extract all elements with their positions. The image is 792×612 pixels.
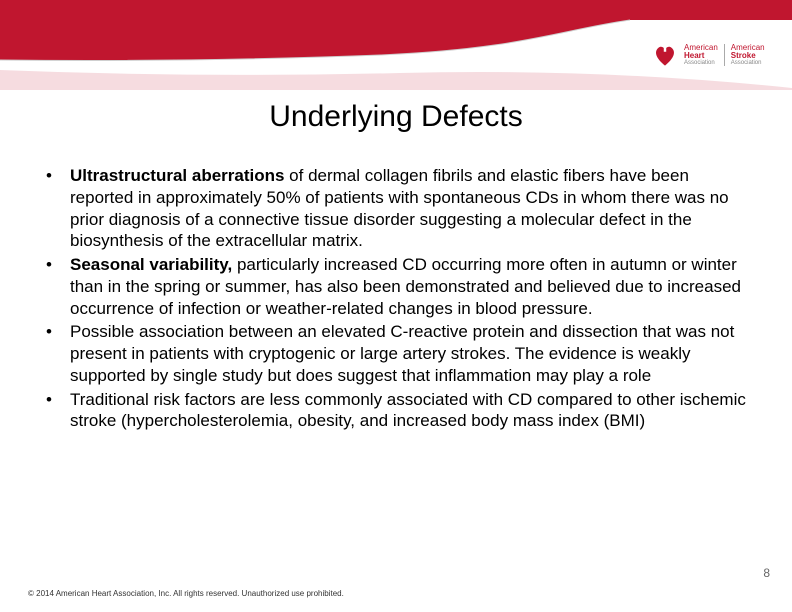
slide-title: Underlying Defects bbox=[0, 100, 792, 134]
bullet-item: Seasonal variability, particularly incre… bbox=[40, 254, 752, 319]
bullet-list: Ultrastructural aberrations of dermal co… bbox=[40, 165, 752, 432]
heart-torch-icon bbox=[652, 42, 678, 68]
bullet-item: Traditional risk factors are less common… bbox=[40, 389, 752, 433]
logo-col-stroke: American Stroke Association bbox=[731, 44, 765, 66]
logo-text-line: Association bbox=[684, 60, 718, 66]
page-number: 8 bbox=[763, 566, 770, 580]
content-area: Ultrastructural aberrations of dermal co… bbox=[40, 165, 752, 434]
logo-text-line: Association bbox=[731, 60, 765, 66]
logo-col-heart: American Heart Association bbox=[684, 44, 718, 66]
bullet-text: Possible association between an elevated… bbox=[70, 322, 734, 385]
slide: American Heart Association American Stro… bbox=[0, 0, 792, 612]
bullet-text: Traditional risk factors are less common… bbox=[70, 390, 746, 431]
footer-copyright: © 2014 American Heart Association, Inc. … bbox=[28, 589, 344, 598]
logo-block: American Heart Association American Stro… bbox=[652, 30, 772, 80]
bullet-item: Possible association between an elevated… bbox=[40, 321, 752, 386]
bullet-bold: Ultrastructural aberrations bbox=[70, 166, 284, 185]
logo-separator bbox=[724, 44, 725, 66]
logo-text-line: Heart bbox=[684, 52, 718, 60]
bullet-item: Ultrastructural aberrations of dermal co… bbox=[40, 165, 752, 252]
bullet-bold: Seasonal variability, bbox=[70, 255, 232, 274]
logo-text-line: Stroke bbox=[731, 52, 765, 60]
logo-text: American Heart Association American Stro… bbox=[684, 44, 765, 66]
